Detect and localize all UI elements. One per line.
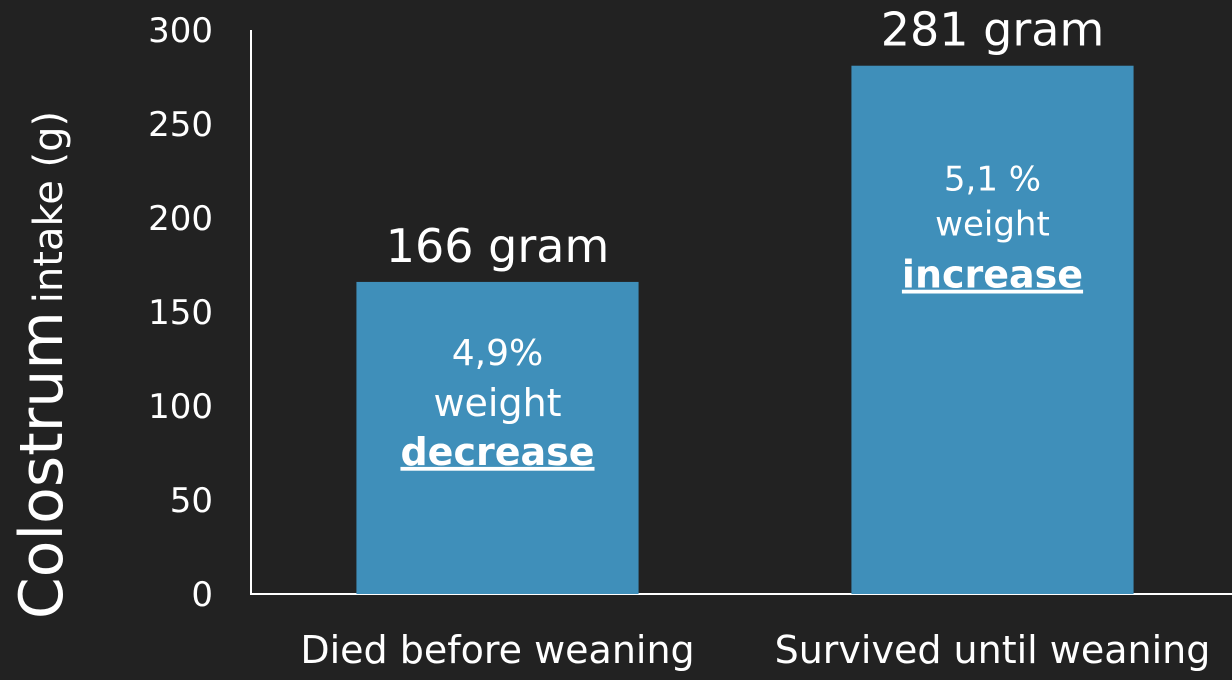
bar-annotation: decrease bbox=[400, 430, 594, 474]
bar-annotation: weight bbox=[935, 205, 1050, 245]
value-label: 166 gram bbox=[386, 219, 610, 273]
x-tick-label: Died before weaning bbox=[300, 628, 694, 672]
x-tick-label: Survived until weaning bbox=[775, 628, 1211, 672]
bar-annotation: 5,1 % bbox=[944, 160, 1041, 200]
bar-annotation: 4,9% bbox=[452, 333, 543, 374]
y-tick-label: 0 bbox=[191, 575, 213, 615]
bar-annotation: weight bbox=[433, 381, 561, 425]
y-label-rest: intake (g) bbox=[26, 111, 72, 303]
bar bbox=[851, 65, 1134, 595]
y-tick-label: 300 bbox=[148, 11, 213, 51]
bar bbox=[356, 281, 639, 594]
y-tick-label: 150 bbox=[148, 293, 213, 333]
y-tick-label: 100 bbox=[148, 387, 213, 427]
y-label-main: Colostrum bbox=[7, 311, 77, 619]
value-label: 281 gram bbox=[881, 3, 1105, 57]
y-axis-label: Colostrum intake (g) bbox=[7, 111, 77, 619]
bar-annotation: increase bbox=[902, 253, 1083, 297]
y-tick-label: 250 bbox=[148, 105, 213, 145]
y-tick-label: 50 bbox=[170, 481, 213, 521]
y-tick-label: 200 bbox=[148, 199, 213, 239]
